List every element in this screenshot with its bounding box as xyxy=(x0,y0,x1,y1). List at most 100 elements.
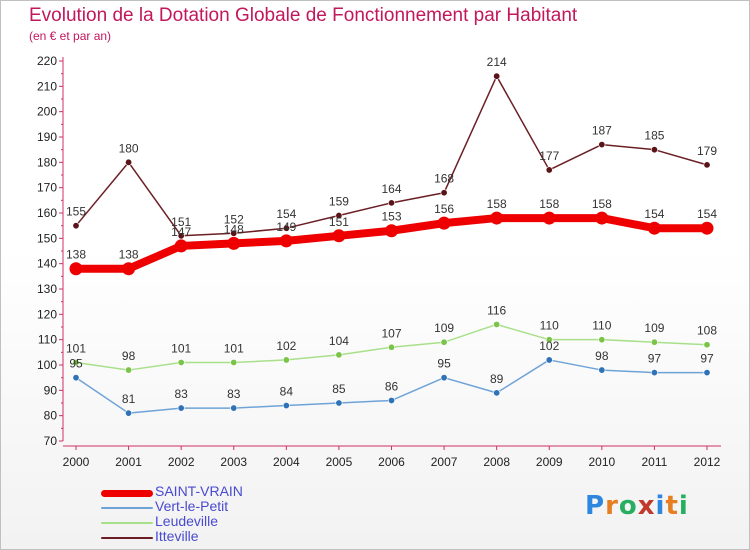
point-itteville xyxy=(177,232,185,240)
y-tick-label: 100 xyxy=(37,358,57,372)
logo-letter: x xyxy=(637,491,656,521)
logo-letter: P xyxy=(585,491,606,521)
point-saint-vrain xyxy=(490,211,504,225)
point-vert-le-petit xyxy=(282,402,290,410)
point-itteville xyxy=(545,166,553,174)
point-saint-vrain xyxy=(69,262,83,276)
point-itteville xyxy=(598,141,606,149)
point-vert-le-petit xyxy=(125,409,133,417)
data-label-itteville: 164 xyxy=(381,182,401,196)
point-vert-le-petit xyxy=(440,374,448,382)
point-itteville xyxy=(703,161,711,169)
point-saint-vrain xyxy=(700,221,714,235)
point-leudeville xyxy=(650,338,658,346)
series-lines xyxy=(72,75,711,414)
data-label-leudeville: 109 xyxy=(434,321,454,335)
point-vert-le-petit xyxy=(650,369,658,377)
point-saint-vrain xyxy=(647,221,661,235)
point-saint-vrain xyxy=(595,211,609,225)
data-label-itteville: 187 xyxy=(592,124,612,138)
data-label-vert-le-petit: 83 xyxy=(174,387,188,401)
x-tick-label: 2011 xyxy=(642,455,668,469)
x-tick-label: 2005 xyxy=(326,455,353,469)
data-label-vert-le-petit: 97 xyxy=(648,352,662,366)
data-label-vert-le-petit: 98 xyxy=(595,349,609,363)
point-vert-le-petit xyxy=(177,404,185,412)
data-label-vert-le-petit: 102 xyxy=(539,339,559,353)
x-tick-label: 2010 xyxy=(588,455,615,469)
x-tick-label: 2007 xyxy=(431,455,458,469)
x-tick-label: 2001 xyxy=(115,455,142,469)
point-itteville xyxy=(493,72,501,80)
logo-letter: r xyxy=(605,491,619,521)
data-label-saint-vrain: 158 xyxy=(539,197,559,211)
data-label-saint-vrain: 148 xyxy=(224,222,244,236)
data-label-saint-vrain: 154 xyxy=(644,207,664,221)
point-leudeville xyxy=(440,338,448,346)
data-label-itteville: 214 xyxy=(487,55,507,69)
legend-label: Itteville xyxy=(155,528,199,544)
y-tick-label: 110 xyxy=(38,333,57,347)
data-label-leudeville: 108 xyxy=(697,324,717,338)
point-saint-vrain xyxy=(385,224,398,238)
data-label-vert-le-petit: 86 xyxy=(385,379,399,393)
y-tick-label: 160 xyxy=(37,206,57,220)
point-leudeville xyxy=(282,356,290,364)
data-label-saint-vrain: 153 xyxy=(381,210,401,224)
legend-swatch xyxy=(101,489,153,497)
data-label-saint-vrain: 156 xyxy=(434,202,454,216)
data-label-itteville: 151 xyxy=(171,215,191,229)
y-tick-label: 130 xyxy=(37,282,57,296)
data-label-saint-vrain: 154 xyxy=(697,207,717,221)
x-tick-label: 2003 xyxy=(220,455,247,469)
data-label-saint-vrain: 158 xyxy=(592,197,612,211)
point-itteville xyxy=(72,222,80,230)
y-tick-label: 220 xyxy=(37,54,57,68)
x-tick-label: 2002 xyxy=(168,455,195,469)
point-saint-vrain xyxy=(227,236,241,250)
data-label-itteville: 179 xyxy=(697,144,717,158)
point-itteville xyxy=(387,199,395,207)
legend-label: Vert-le-Petit xyxy=(155,498,229,514)
y-tick-label: 170 xyxy=(37,181,57,195)
point-itteville xyxy=(125,158,133,166)
y-tick-label: 70 xyxy=(44,434,58,448)
data-label-vert-le-petit: 81 xyxy=(122,392,136,406)
x-tick-label: 2000 xyxy=(63,455,90,469)
data-label-vert-le-petit: 95 xyxy=(69,357,83,371)
point-itteville xyxy=(335,212,343,220)
data-label-leudeville: 102 xyxy=(276,339,296,353)
data-label-vert-le-petit: 97 xyxy=(700,352,714,366)
data-label-leudeville: 98 xyxy=(122,349,136,363)
point-saint-vrain xyxy=(279,234,293,248)
logo-letter: o xyxy=(618,491,638,521)
data-label-saint-vrain: 158 xyxy=(487,197,507,211)
data-label-itteville: 155 xyxy=(66,205,86,219)
legend-swatch xyxy=(101,537,153,539)
data-labels: 155 180 151 152 154 159 164 168 214 177 187 185 179 1… xyxy=(66,55,717,406)
data-label-leudeville: 116 xyxy=(487,303,506,317)
point-vert-le-petit xyxy=(703,369,711,377)
chart-title: Evolution de la Dotation Globale de Fonc… xyxy=(29,5,578,26)
logo-letter: t xyxy=(665,491,679,521)
axes: 7080901001101201301401501601701801902002… xyxy=(37,54,721,469)
data-label-leudeville: 110 xyxy=(592,319,611,333)
point-vert-le-petit xyxy=(72,374,80,382)
chart-subtitle: (en € et par an) xyxy=(29,29,112,43)
y-tick-label: 200 xyxy=(37,105,57,119)
point-vert-le-petit xyxy=(545,356,553,364)
data-label-leudeville: 101 xyxy=(66,341,86,355)
point-leudeville xyxy=(335,351,343,359)
data-label-vert-le-petit: 85 xyxy=(332,382,346,396)
legend-label: SAINT-VRAIN xyxy=(155,483,243,499)
data-label-saint-vrain: 138 xyxy=(66,248,86,262)
legend-swatch xyxy=(101,522,153,524)
data-label-vert-le-petit: 83 xyxy=(227,387,241,401)
point-saint-vrain xyxy=(332,229,346,243)
y-tick-label: 140 xyxy=(37,257,57,271)
proxiti-logo: Proxiti xyxy=(585,491,689,521)
x-tick-label: 2006 xyxy=(378,455,405,469)
data-label-leudeville: 107 xyxy=(381,326,401,340)
